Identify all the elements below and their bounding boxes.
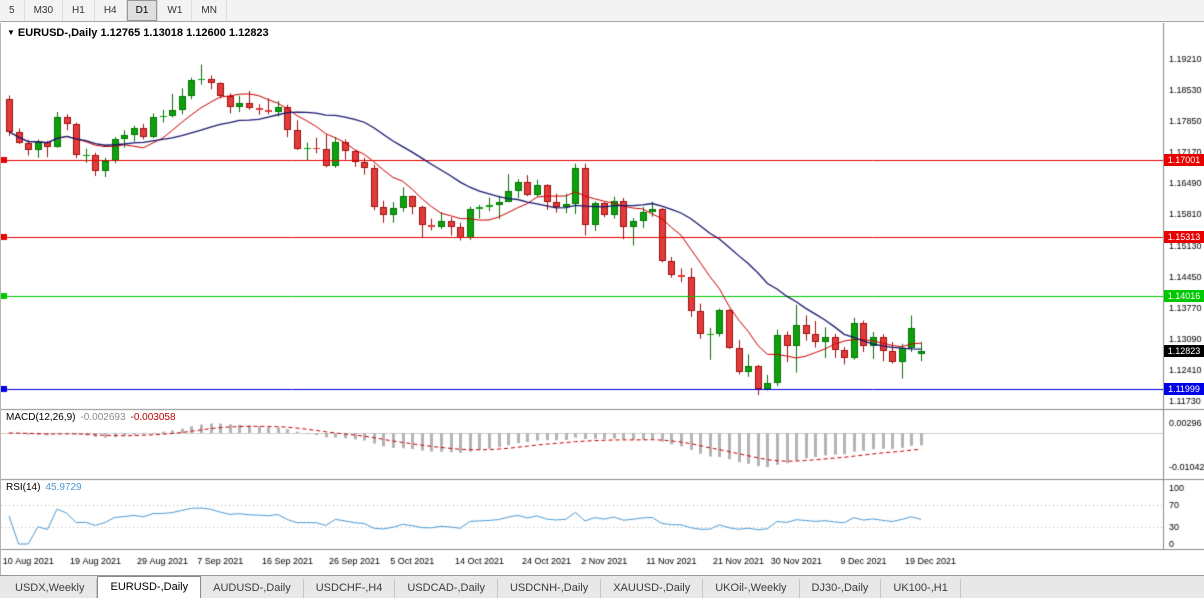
chart-tab-eurusd-daily[interactable]: EURUSD-,Daily [97,576,202,598]
price-level-label: 1.17001 [1164,153,1204,166]
chart-symbol-label: EURUSD-,Daily [17,27,98,39]
chart-tab-uk100-h1[interactable]: UK100-,H1 [881,579,961,598]
chart-tab-ukoil-weekly[interactable]: UKOil-,Weekly [703,579,800,598]
chart-tab-bar: USDX,Weekly EURUSD-,Daily AUDUSD-,Daily USD… [0,575,1204,598]
chart-tab-usdcad-daily[interactable]: USDCAD-,Daily [395,579,498,598]
timeframe-button-5[interactable]: 5 [0,0,25,21]
rsi-value: 45.9729 [45,482,82,493]
timeframe-button-d1[interactable]: D1 [126,0,159,21]
chart-window: ▼ EURUSD-,Daily 1.12765 1.13018 1.12600 1… [0,23,1204,575]
current-price-label: 1.12823 [1164,345,1204,358]
price-chart-canvas[interactable] [1,23,1204,575]
chart-tab-usdx-weekly[interactable]: USDX,Weekly [3,579,98,598]
timeframe-button-w1[interactable]: W1 [158,0,193,21]
chart-title-row: ▼ EURUSD-,Daily 1.12765 1.13018 1.12600 1… [7,27,269,39]
price-level-label: 1.11999 [1164,382,1204,395]
price-level-label: 1.14016 [1164,290,1204,303]
timeframe-toolbar: 5 M30 H1 H4 D1 W1 MN [0,0,1204,22]
macd-main-value: -0.002693 [80,412,126,423]
chart-tab-dj30-daily[interactable]: DJ30-,Daily [800,579,882,598]
rsi-indicator-label: RSI(14) 45.9729 [6,482,82,493]
rsi-name: RSI(14) [6,482,41,493]
timeframe-button-h1[interactable]: H1 [63,0,95,21]
timeframe-button-mn[interactable]: MN [192,0,227,21]
chart-tab-xauusd-daily[interactable]: XAUUSD-,Daily [601,579,704,598]
chart-tab-usdcnh-daily[interactable]: USDCNH-,Daily [498,579,602,598]
macd-signal-value: -0.003058 [130,412,176,423]
timeframe-button-h4[interactable]: H4 [95,0,127,21]
chart-dropdown-icon[interactable]: ▼ [7,28,15,37]
price-level-label: 1.15313 [1164,231,1204,244]
chart-ohlc-values: 1.12765 1.13018 1.12600 1.12823 [100,27,269,39]
timeframe-button-m30[interactable]: M30 [25,0,64,21]
chart-tab-usdchf-h4[interactable]: USDCHF-,H4 [304,579,396,598]
macd-indicator-label: MACD(12,26,9) -0.002693 -0.003058 [6,412,176,423]
chart-tab-audusd-daily[interactable]: AUDUSD-,Daily [201,579,304,598]
macd-name: MACD(12,26,9) [6,412,76,423]
